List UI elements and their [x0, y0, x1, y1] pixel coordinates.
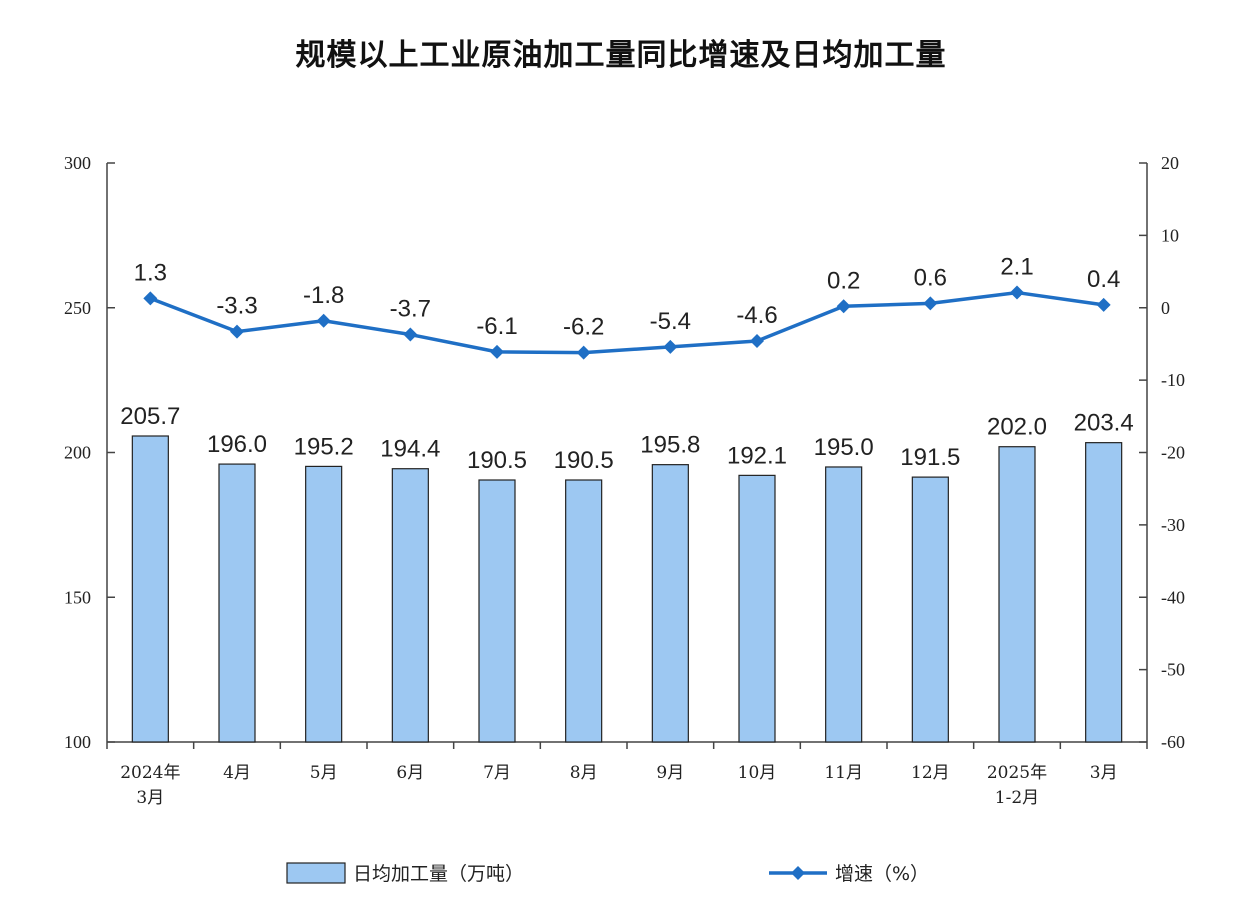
x-tick-label: 5月: [310, 763, 338, 783]
line-point-marker[interactable]: [576, 345, 591, 360]
line-point-marker[interactable]: [923, 296, 938, 311]
x-tick-label: 11月: [824, 763, 863, 783]
left-tick-label: 100: [64, 732, 91, 752]
bar-data-label: 203.4: [1074, 410, 1134, 437]
x-tick-label: 4月: [223, 763, 251, 783]
line-data-label: 2.1: [1000, 254, 1033, 281]
bar-data-label: 191.5: [900, 444, 960, 471]
bar-data-label: 195.8: [640, 432, 700, 459]
line-point-marker[interactable]: [1096, 297, 1111, 312]
line-data-label: -4.6: [736, 302, 777, 329]
bar[interactable]: [911, 476, 949, 743]
line-point-marker[interactable]: [750, 334, 764, 349]
right-tick-label: -20: [1161, 443, 1185, 463]
legend-line-label: 增速（%）: [835, 863, 929, 885]
line-data-label: -6.2: [563, 314, 604, 341]
bar[interactable]: [305, 465, 343, 743]
right-tick-label: 0: [1161, 298, 1170, 318]
line-point-marker[interactable]: [490, 344, 504, 359]
x-tick-label: 6月: [396, 763, 424, 783]
legend-bar-swatch: [286, 862, 346, 884]
line-point-marker[interactable]: [663, 339, 678, 354]
left-tick-label: 200: [64, 443, 91, 463]
line-data-label: -3.7: [390, 296, 431, 323]
legend-bar-label: 日均加工量（万吨）: [353, 863, 524, 885]
line-point-marker[interactable]: [403, 327, 418, 342]
line-point-marker[interactable]: [230, 324, 244, 339]
bar[interactable]: [131, 435, 169, 743]
bar[interactable]: [998, 446, 1036, 743]
right-tick-label: -50: [1161, 660, 1185, 680]
bar-data-label: 196.0: [207, 431, 267, 458]
left-tick-label: 300: [64, 153, 91, 173]
right-tick-label: 20: [1161, 153, 1179, 173]
bar[interactable]: [218, 463, 256, 743]
bar[interactable]: [651, 464, 689, 743]
bar-data-label: 202.0: [987, 414, 1047, 441]
line-data-label: -5.4: [650, 308, 691, 335]
chart-title: 规模以上工业原油加工量同比增速及日均加工量: [295, 38, 947, 73]
bar-data-label: 195.0: [814, 434, 874, 461]
line-point-marker[interactable]: [1010, 285, 1024, 300]
line-data-label: 0.6: [914, 264, 947, 291]
line-data-label: 1.3: [134, 259, 167, 286]
bar[interactable]: [565, 479, 603, 743]
x-tick-label: 8月: [570, 763, 598, 783]
line-data-label: 0.4: [1087, 266, 1120, 293]
x-tick-label: 2025年: [987, 763, 1047, 783]
x-tick-label: 9月: [656, 763, 684, 783]
x-tick-label: 10月: [738, 763, 777, 783]
right-tick-label: -10: [1161, 370, 1185, 390]
growth-line: [149, 290, 1104, 355]
line-data-label: 0.2: [827, 267, 860, 294]
left-tick-label: 150: [64, 587, 91, 607]
left-tick-label: 250: [64, 298, 91, 318]
line-data-label: -6.1: [476, 313, 517, 340]
x-tick-label: 7月: [483, 763, 511, 783]
bar-data-label: 195.2: [294, 433, 354, 460]
x-tick-label: 1-2月: [995, 788, 1039, 808]
bar-data-label: 192.1: [727, 442, 787, 469]
right-tick-label: -60: [1161, 732, 1185, 752]
bar[interactable]: [391, 468, 429, 743]
x-tick-label: 3月: [136, 788, 164, 808]
bar-data-label: 190.5: [554, 447, 614, 474]
right-tick-label: 10: [1161, 225, 1179, 245]
bar[interactable]: [478, 479, 516, 743]
bar[interactable]: [825, 466, 863, 743]
line-data-label: -3.3: [216, 293, 257, 320]
x-tick-label: 2024年: [120, 763, 180, 783]
line-point-marker[interactable]: [143, 291, 158, 306]
bar-data-label: 190.5: [467, 447, 527, 474]
bar-data-label: 205.7: [120, 403, 180, 430]
x-tick-label: 12月: [911, 763, 950, 783]
bar-data-label: 194.4: [380, 436, 440, 463]
line-point-marker[interactable]: [836, 299, 851, 314]
right-tick-label: -40: [1161, 587, 1185, 607]
bar[interactable]: [1085, 442, 1123, 743]
line-point-marker[interactable]: [316, 313, 331, 328]
line-data-label: -1.8: [303, 282, 344, 309]
bar[interactable]: [738, 474, 776, 743]
right-tick-label: -30: [1161, 515, 1185, 535]
x-tick-label: 3月: [1090, 763, 1118, 783]
legend-line-marker: [791, 866, 805, 880]
